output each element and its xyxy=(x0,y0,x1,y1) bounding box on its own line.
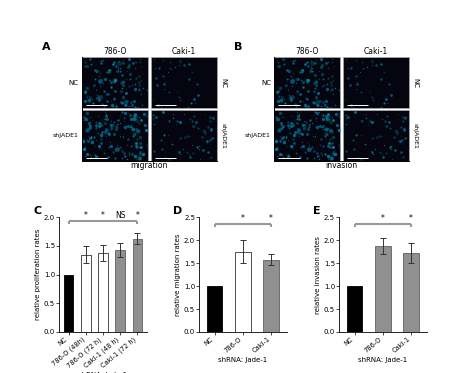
Bar xyxy=(347,286,363,332)
Bar xyxy=(133,239,142,332)
Bar xyxy=(274,57,340,109)
Bar xyxy=(82,57,148,109)
Bar xyxy=(115,250,125,332)
Text: *: * xyxy=(136,211,139,220)
Bar xyxy=(64,275,73,332)
Y-axis label: relative invasion rates: relative invasion rates xyxy=(315,236,321,314)
Text: *: * xyxy=(101,211,105,220)
Text: 786-O: 786-O xyxy=(103,47,127,56)
Bar xyxy=(403,253,419,332)
Text: NS: NS xyxy=(115,211,126,220)
Bar xyxy=(98,253,108,332)
Bar xyxy=(207,286,222,332)
Text: *: * xyxy=(241,214,245,223)
X-axis label: shRNA: Jade-1: shRNA: Jade-1 xyxy=(219,357,267,363)
Text: shJADE1: shJADE1 xyxy=(53,133,79,138)
Text: shJADE1: shJADE1 xyxy=(412,123,418,149)
Text: *: * xyxy=(409,214,413,223)
Text: NC: NC xyxy=(68,80,79,86)
Text: D: D xyxy=(173,206,182,216)
X-axis label: shRNA: Jade-1: shRNA: Jade-1 xyxy=(78,372,128,373)
Bar xyxy=(375,246,391,332)
Text: NC: NC xyxy=(261,80,271,86)
Bar xyxy=(343,57,409,109)
Text: Caki-1: Caki-1 xyxy=(172,47,196,56)
Bar xyxy=(151,57,217,109)
Bar xyxy=(264,260,279,332)
Bar xyxy=(151,110,217,162)
Text: A: A xyxy=(42,42,50,52)
X-axis label: shRNA: Jade-1: shRNA: Jade-1 xyxy=(358,357,408,363)
Text: B: B xyxy=(234,42,243,52)
Text: *: * xyxy=(84,211,88,220)
Text: C: C xyxy=(33,206,41,216)
Text: 786-O: 786-O xyxy=(296,47,319,56)
Text: invasion: invasion xyxy=(326,161,358,170)
Y-axis label: relative migration rates: relative migration rates xyxy=(175,233,181,316)
Y-axis label: relative proliferation rates: relative proliferation rates xyxy=(35,229,41,320)
Text: shJADE1: shJADE1 xyxy=(245,133,271,138)
Bar xyxy=(343,110,409,162)
Bar xyxy=(82,110,148,162)
Text: migration: migration xyxy=(131,161,168,170)
Text: Caki-1: Caki-1 xyxy=(364,47,388,56)
Text: E: E xyxy=(313,206,320,216)
Text: shJADE1: shJADE1 xyxy=(220,123,225,149)
Text: *: * xyxy=(269,214,273,223)
Bar xyxy=(235,252,251,332)
Bar xyxy=(274,110,340,162)
Text: *: * xyxy=(381,214,385,223)
Text: NC: NC xyxy=(220,78,226,88)
Bar xyxy=(81,255,91,332)
Text: NC: NC xyxy=(412,78,419,88)
